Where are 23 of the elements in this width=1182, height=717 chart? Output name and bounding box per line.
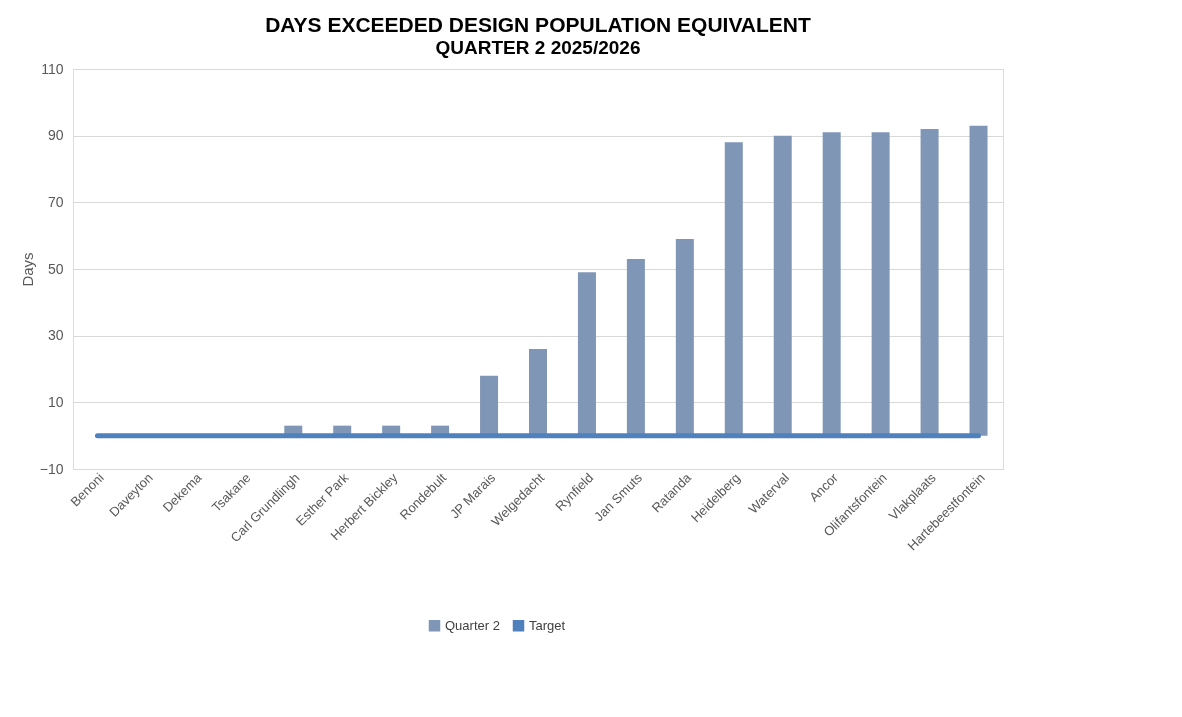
legend-label: Quarter 2 [445, 617, 500, 633]
y-tick-label: 30 [47, 327, 64, 344]
bar [773, 135, 792, 436]
y-tick-label: 50 [47, 260, 64, 277]
bar [871, 132, 890, 436]
bar [626, 259, 645, 436]
y-tick-label: 110 [41, 60, 64, 77]
bar [724, 142, 743, 436]
y-tick-label: −10 [39, 460, 64, 477]
bar [969, 125, 988, 436]
bar [480, 375, 499, 436]
bar [529, 349, 547, 436]
y-tick-label: 90 [47, 127, 64, 144]
y-axis-title: Days [18, 252, 36, 287]
bar [920, 129, 939, 436]
y-tick-label: 10 [47, 393, 64, 410]
bar [577, 272, 596, 436]
bar [822, 132, 841, 436]
chart-subtitle: QUARTER 2 2025/2026 [435, 37, 641, 58]
y-tick-label: 70 [47, 193, 64, 210]
bar [675, 239, 694, 436]
legend-label: Target [529, 617, 566, 633]
chart-title: DAYS EXCEEDED DESIGN POPULATION EQUIVALENT [265, 13, 812, 36]
